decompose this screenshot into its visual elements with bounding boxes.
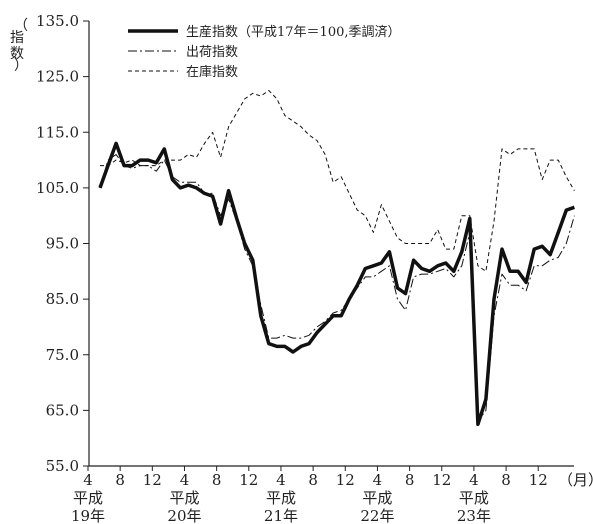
x-tick-label: 4	[83, 471, 93, 489]
x-tick-label: 8	[115, 471, 125, 489]
x-year-label-line2: 22年	[360, 507, 394, 524]
y-tick-label: 85.0	[46, 290, 79, 308]
legend-label-production: 生産指数（平成17年＝100,季調済）	[186, 24, 401, 40]
x-year-label-line2: 19年	[71, 507, 105, 524]
y-tick-label: 65.0	[46, 401, 79, 419]
x-year-label-line1: 平成	[169, 489, 199, 507]
y-tick-label: 55.0	[46, 457, 79, 475]
legend-label-inventory: 在庫指数	[186, 65, 238, 80]
series-line-production	[98, 141, 575, 427]
x-tick-label: 12	[336, 471, 355, 489]
x-tick-label: 4	[373, 471, 383, 489]
x-tick-label: 4	[276, 471, 286, 489]
y-axis-label-char-2: 数	[10, 46, 24, 62]
y-axis-label-bottom: ）	[14, 58, 28, 74]
x-year-label-line1: 平成	[459, 489, 489, 507]
x-tick-label: 12	[239, 471, 258, 489]
series-line-inventory	[100, 90, 575, 272]
y-axis-label-top: （	[14, 18, 28, 34]
series-layer	[98, 90, 575, 427]
x-year-label-line1: 平成	[266, 489, 296, 507]
x-tick-label: 8	[212, 471, 222, 489]
y-tick-label: 125.0	[36, 68, 79, 86]
x-year-label-line1: 平成	[73, 489, 103, 507]
y-tick-label: 135.0	[36, 12, 79, 30]
series-line-shipment	[99, 154, 575, 422]
legend-label-shipment: 出荷指数	[186, 45, 238, 60]
x-tick-label: 12	[529, 471, 548, 489]
x-year-label-line1: 平成	[362, 489, 392, 507]
x-tick-label: 4	[469, 471, 479, 489]
y-tick-label: 95.0	[46, 235, 79, 253]
legend: 生産指数（平成17年＝100,季調済） 出荷指数 在庫指数	[128, 24, 401, 80]
y-axis-label-char-1: 指	[10, 30, 24, 46]
x-tick-label: 8	[308, 471, 318, 489]
y-tick-label: 115.0	[36, 123, 79, 141]
x-tick-label: 12	[432, 471, 451, 489]
x-year-label-line2: 20年	[167, 507, 201, 524]
y-tick-label: 75.0	[46, 346, 79, 364]
x-tick-label: 8	[405, 471, 415, 489]
x-tick-label: 4	[180, 471, 190, 489]
y-axis: 135.0 125.0 115.0 105.0 95.0 85.0 75.0 65.0 55.0	[36, 12, 89, 475]
x-tick-label: 8	[501, 471, 511, 489]
x-unit-label: （月）	[558, 471, 593, 489]
x-year-label-line2: 21年	[264, 507, 298, 524]
x-axis: 4 8 12 4 8 12 4 8 12 4 8 12 4 8 12平成19年平成20年平成21年平成22年…	[71, 466, 548, 524]
y-axis-label: （ 指 数 ）	[10, 18, 28, 74]
x-tick-label: 12	[143, 471, 162, 489]
y-tick-label: 105.0	[36, 179, 79, 197]
x-year-label-line2: 23年	[457, 507, 491, 524]
